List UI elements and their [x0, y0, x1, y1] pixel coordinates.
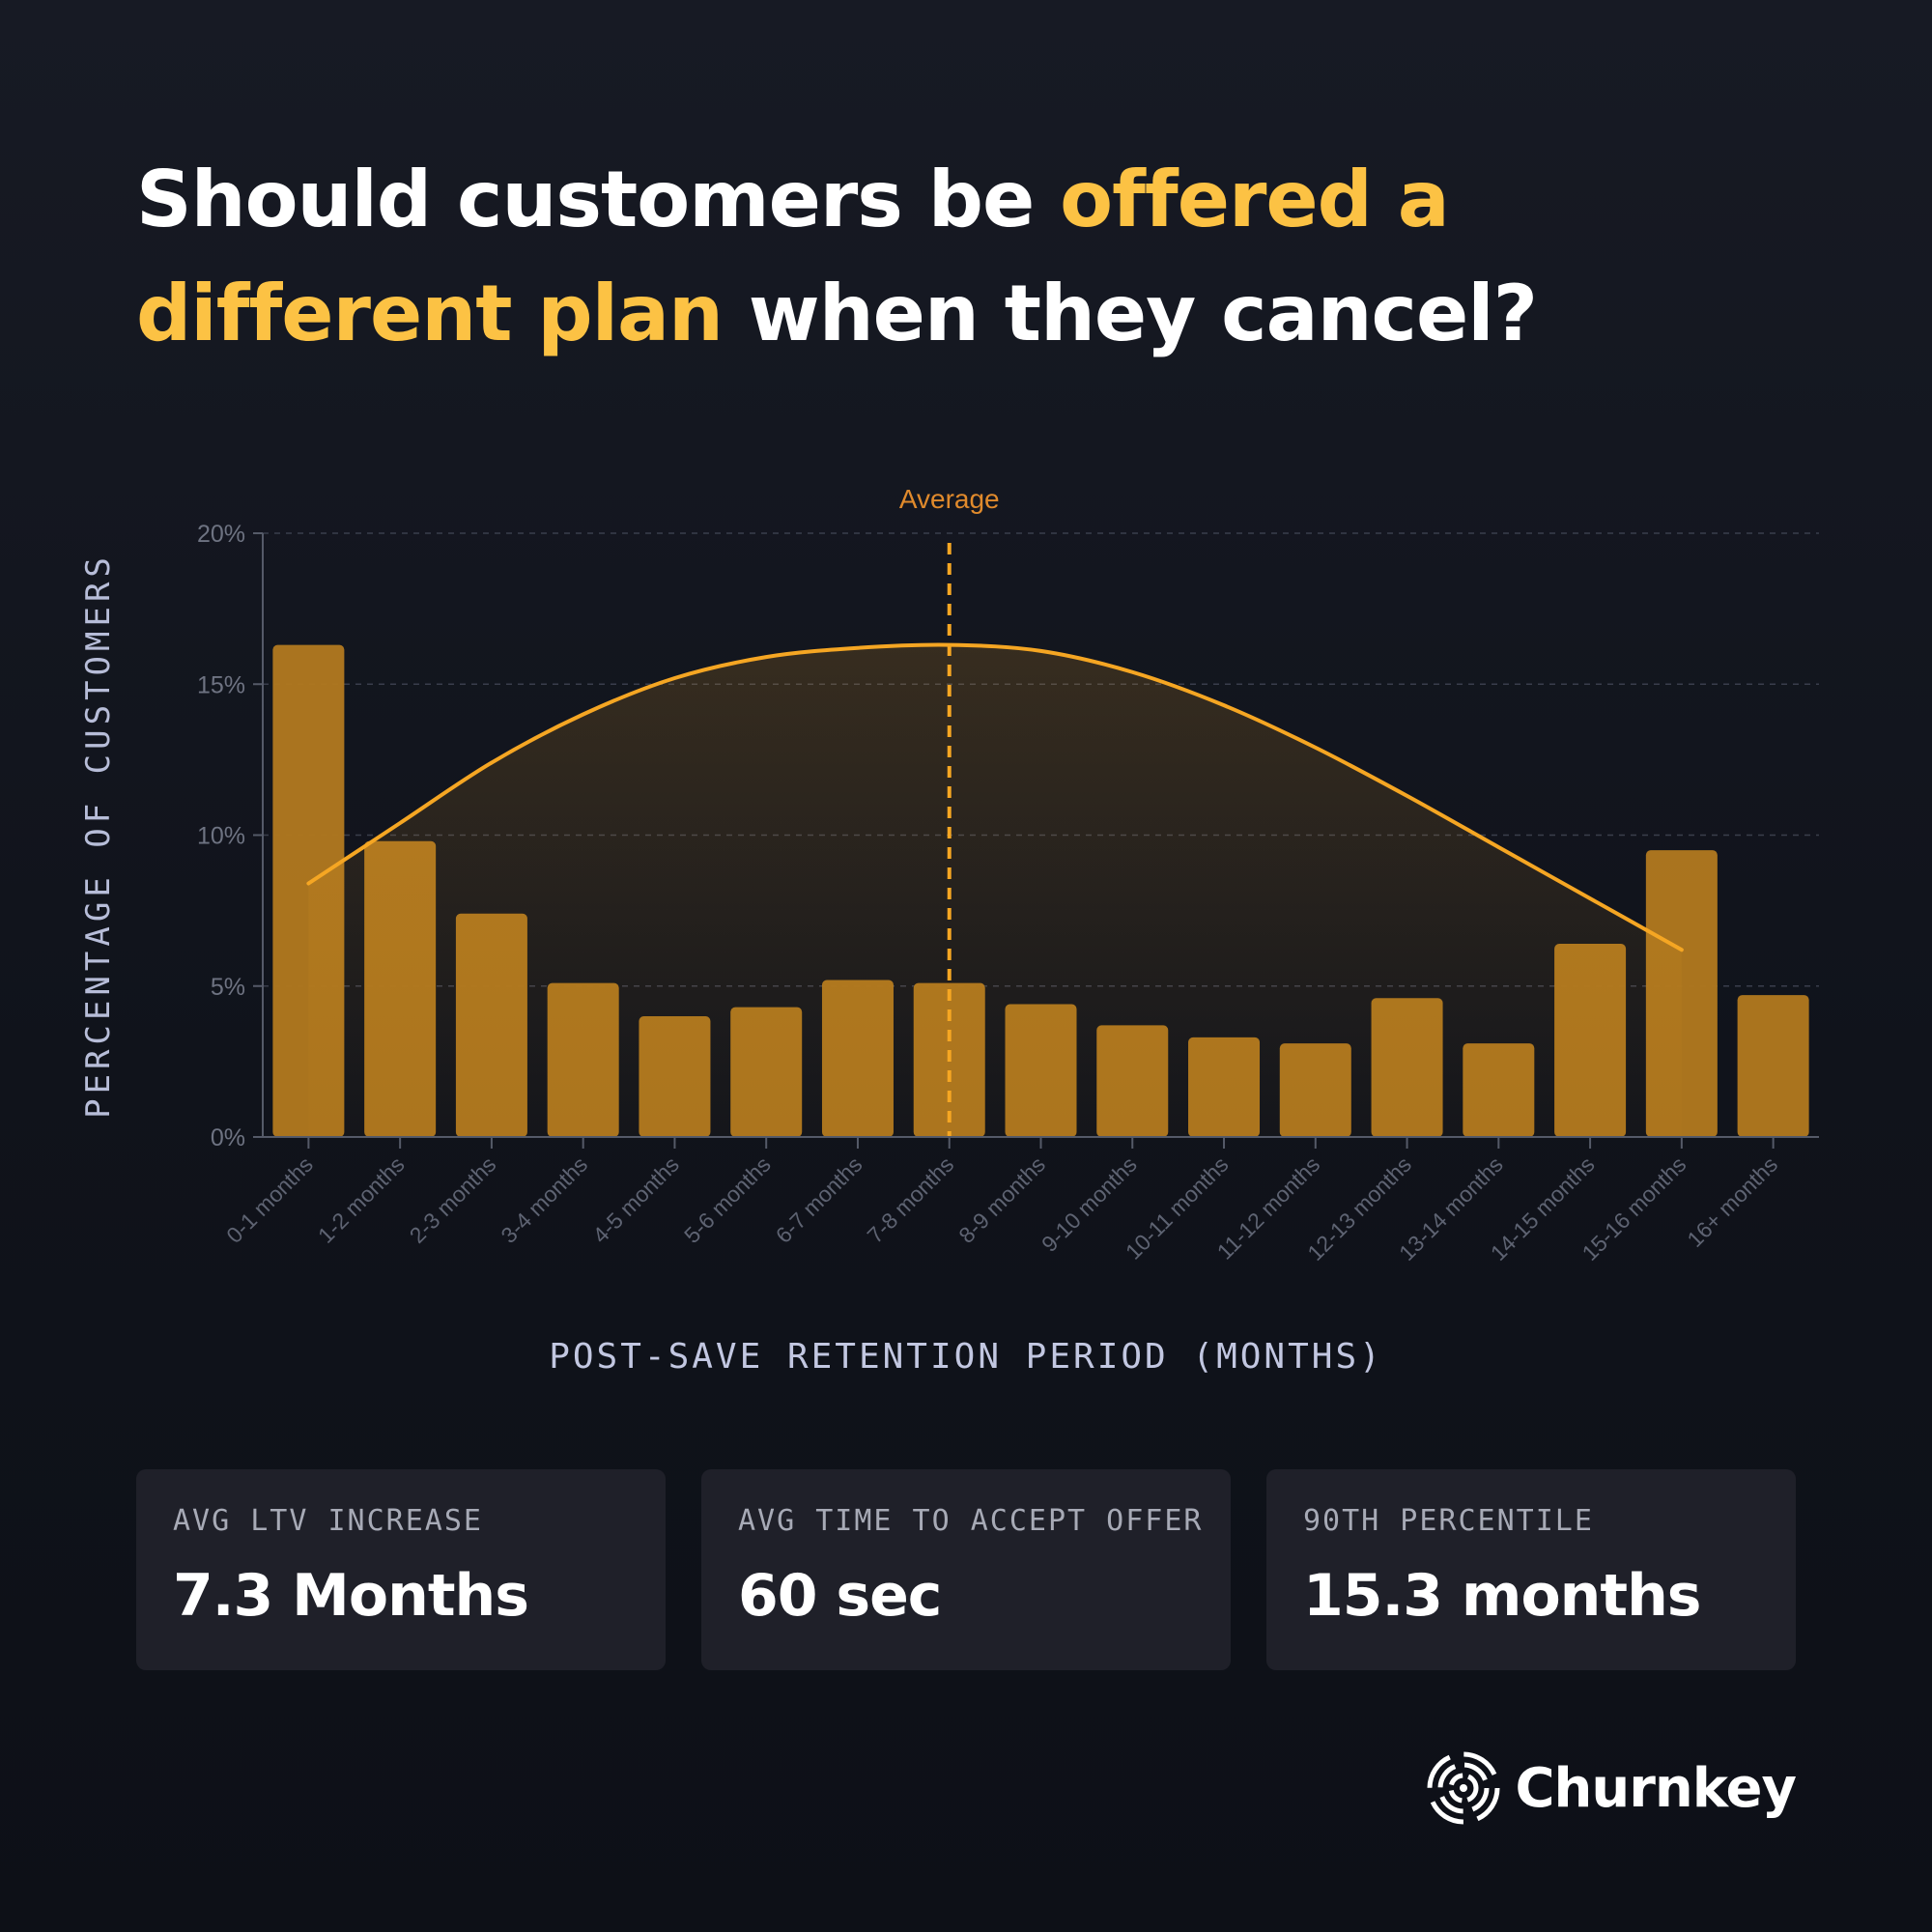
brand-name: Churnkey	[1515, 1756, 1797, 1820]
y-axis-title: PERCENTAGE OF CUSTOMERS	[79, 553, 118, 1119]
bar	[1737, 995, 1809, 1137]
churnkey-logo-icon	[1427, 1751, 1500, 1825]
stat-label: AVG TIME TO ACCEPT OFFER	[738, 1504, 1204, 1538]
headline-text-start: Should customers be	[136, 155, 1061, 244]
stats-row: AVG LTV INCREASE 7.3 Months AVG TIME TO …	[136, 1469, 1796, 1670]
x-axis-title: POST-SAVE RETENTION PERIOD (MONTHS)	[549, 1337, 1383, 1377]
x-tick-label: 4-5 months	[587, 1151, 684, 1248]
y-tick-label: 0%	[211, 1124, 245, 1151]
stat-card-ltv: AVG LTV INCREASE 7.3 Months	[136, 1469, 666, 1670]
headline: Should customers be offered a different …	[136, 143, 1836, 371]
x-tick-label: 2-3 months	[405, 1151, 501, 1248]
stat-value: 7.3 Months	[173, 1562, 529, 1630]
curve-area	[308, 644, 1682, 1137]
stat-value: 60 sec	[738, 1562, 942, 1630]
stat-value: 15.3 months	[1303, 1562, 1701, 1630]
x-tick-label: 1-2 months	[313, 1151, 410, 1248]
x-tick-label: 3-4 months	[496, 1151, 592, 1248]
stat-label: 90TH PERCENTILE	[1303, 1504, 1594, 1538]
stat-card-percentile: 90TH PERCENTILE 15.3 months	[1266, 1469, 1796, 1670]
stat-card-time: AVG TIME TO ACCEPT OFFER 60 sec	[701, 1469, 1231, 1670]
retention-chart: 0% 5% 10% 15% 20% Average 0-1 months 1-2 months…	[0, 464, 1932, 1410]
y-tick-label: 10%	[197, 823, 245, 850]
x-tick-label: 5-6 months	[679, 1151, 776, 1248]
curve-layer	[306, 543, 1684, 1137]
headline-highlight: offered a different plan	[136, 155, 1450, 358]
x-tick-label: 8-9 months	[953, 1151, 1050, 1248]
distribution-curve	[306, 642, 1684, 952]
headline-text-end: when they cancel?	[722, 269, 1538, 358]
x-tick-label: 16+ months	[1682, 1151, 1782, 1252]
x-tick-label: 0-1 months	[221, 1151, 318, 1248]
brand: Churnkey	[1426, 1745, 1797, 1832]
y-tick-label: 20%	[197, 521, 245, 548]
y-tick-label: 15%	[197, 671, 245, 698]
stat-label: AVG LTV INCREASE	[173, 1504, 483, 1538]
average-label: Average	[899, 484, 1000, 514]
x-tick-label: 6-7 months	[771, 1151, 867, 1248]
axis-layer	[253, 532, 1819, 1149]
y-tick-label: 5%	[211, 974, 245, 1001]
x-tick-label: 7-8 months	[863, 1151, 959, 1248]
